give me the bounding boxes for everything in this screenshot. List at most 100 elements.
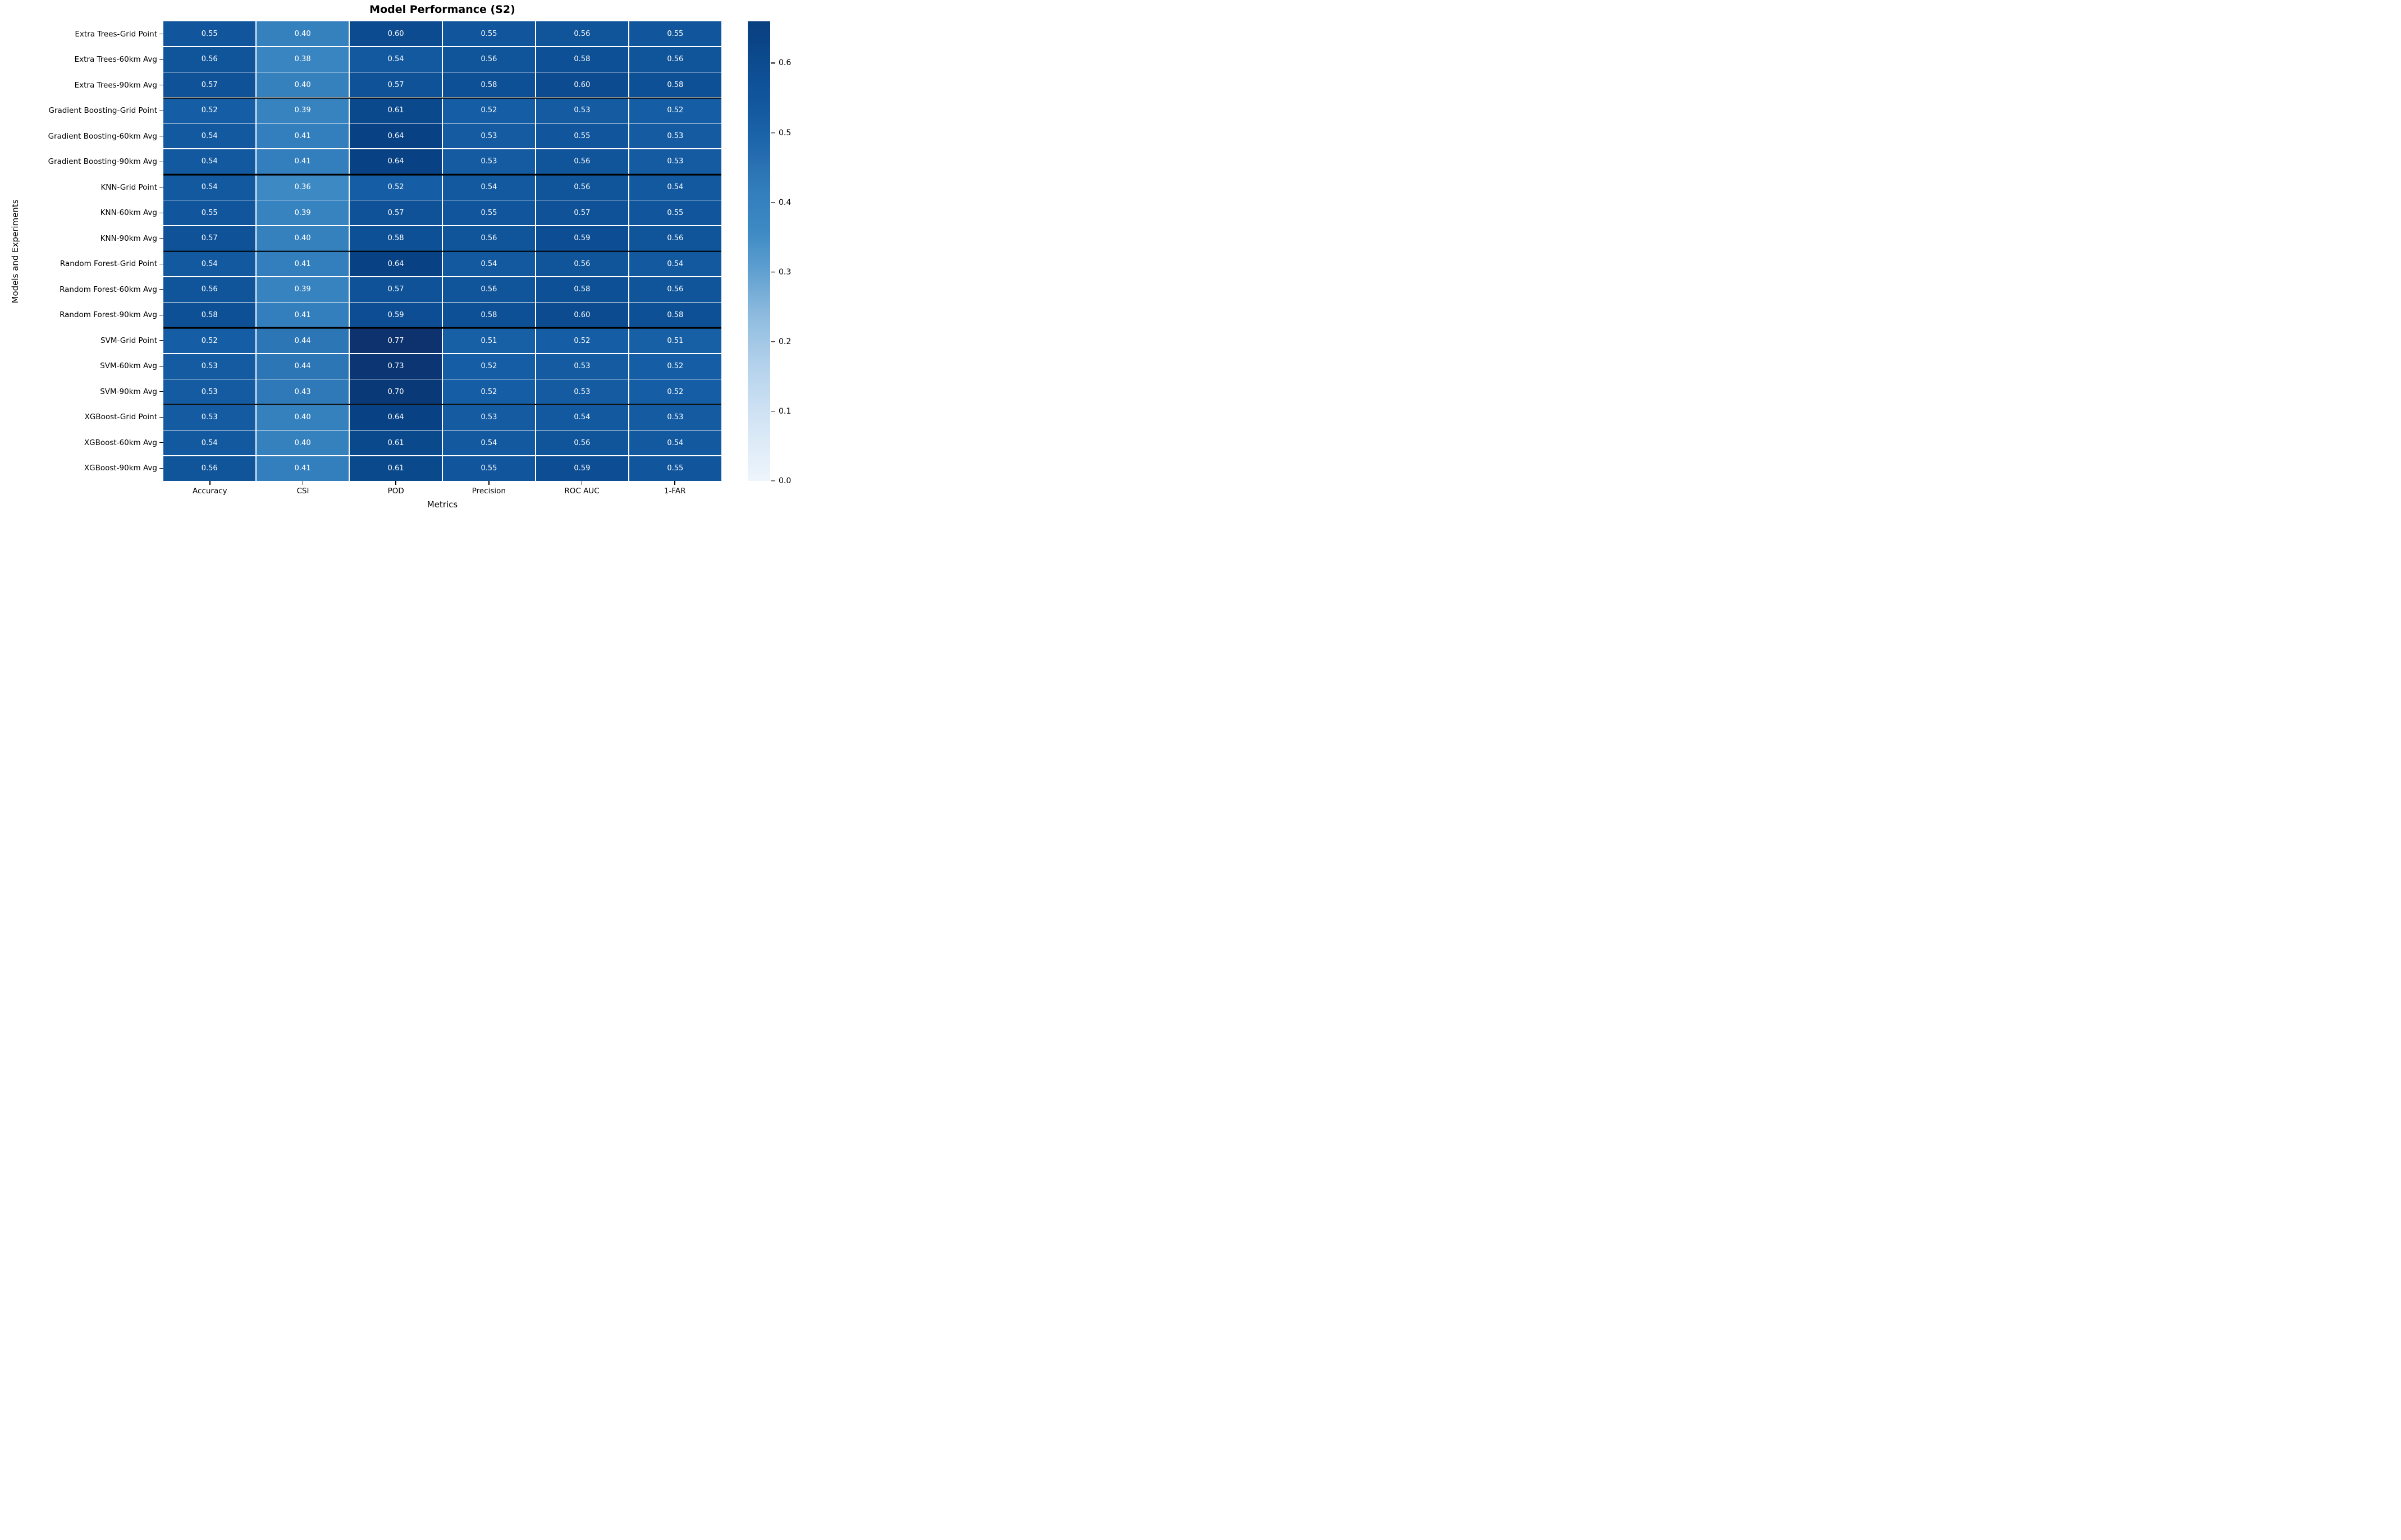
heatmap-cell: 0.56 [536,251,629,277]
heatmap-cell: 0.44 [256,328,349,354]
y-tick-label: KNN-Grid Point [0,175,163,200]
heatmap-cell: 0.56 [163,47,256,72]
heatmap-cell: 0.55 [536,123,629,149]
colorbar-tick-mark [771,132,775,134]
heatmap-cell: 0.60 [536,302,629,328]
group-separator-line [163,250,721,252]
heatmap-cell: 0.64 [349,251,442,277]
heatmap-cell: 0.57 [349,277,442,302]
heatmap-cell: 0.57 [163,226,256,251]
heatmap-cell: 0.54 [163,175,256,200]
colorbar-tick-label: 0.4 [779,198,792,207]
y-tick-text: XGBoost-60km Avg [84,438,157,447]
heatmap-cell: 0.57 [349,72,442,98]
group-separator-line [163,97,721,99]
heatmap-cell: 0.51 [442,328,536,354]
heatmap-cell: 0.40 [256,405,349,430]
y-tick-mark [159,416,163,418]
y-tick-label: SVM-Grid Point [0,328,163,354]
y-tick-label: SVM-90km Avg [0,379,163,405]
y-tick-text: KNN-90km Avg [100,233,157,243]
heatmap-cell: 0.53 [629,405,721,430]
heatmap-cell: 0.61 [349,98,442,123]
heatmap-cell: 0.40 [256,72,349,98]
x-tick-text: Precision [472,487,506,496]
heatmap-cell: 0.70 [349,379,442,405]
y-tick-text: XGBoost-90km Avg [84,464,157,473]
heatmap-cell: 0.36 [256,175,349,200]
heatmap-cell: 0.56 [629,277,721,302]
heatmap-cell: 0.54 [163,251,256,277]
x-axis-labels: Accuracy CSI POD Precision ROC AUC 1-FAR [163,481,721,496]
y-tick-label: Extra Trees-60km Avg [0,47,163,73]
y-tick-text: KNN-Grid Point [100,182,157,192]
heatmap-cell: 0.56 [163,277,256,302]
heatmap-cell: 0.55 [442,456,536,481]
y-tick-mark [159,442,163,443]
y-tick-mark [159,238,163,239]
y-tick-label: XGBoost-60km Avg [0,430,163,456]
heatmap-cell: 0.58 [536,47,629,72]
heatmap-cell: 0.38 [256,47,349,72]
heatmap-cell: 0.56 [442,277,536,302]
heatmap-cell: 0.53 [629,123,721,149]
y-tick-mark [159,289,163,290]
y-tick-text: Extra Trees-Grid Point [75,29,157,39]
heatmap-cell: 0.41 [256,302,349,328]
heatmap-cell: 0.59 [536,226,629,251]
heatmap-cell: 0.53 [163,405,256,430]
heatmap-cell: 0.55 [442,200,536,226]
x-tick-label: ROC AUC [536,481,629,496]
heatmap-cell: 0.52 [442,379,536,405]
heatmap-cell: 0.55 [163,21,256,47]
heatmap-cell: 0.64 [349,149,442,174]
heatmap-cell: 0.39 [256,277,349,302]
heatmap-cell: 0.73 [349,354,442,379]
heatmap-cell: 0.54 [442,175,536,200]
heatmap-cell: 0.57 [536,200,629,226]
heatmap-cell: 0.58 [442,302,536,328]
heatmap-cell: 0.51 [629,328,721,354]
heatmap-cell: 0.53 [442,123,536,149]
x-tick-text: Accuracy [193,487,227,496]
x-tick-text: CSI [296,487,309,496]
x-tick-mark [674,481,675,485]
heatmap-cell: 0.53 [163,354,256,379]
heatmap-cell: 0.41 [256,456,349,481]
y-tick-label: Random Forest-Grid Point [0,251,163,277]
heatmap-cell: 0.54 [536,405,629,430]
heatmap-cell: 0.77 [349,328,442,354]
heatmap-cell: 0.60 [349,21,442,47]
heatmap-cell: 0.39 [256,98,349,123]
heatmap-cell: 0.57 [163,72,256,98]
colorbar-tick-mark [771,480,775,482]
y-tick-text: Extra Trees-90km Avg [74,80,157,90]
heatmap-cell: 0.53 [536,379,629,405]
heatmap-cell: 0.53 [442,405,536,430]
heatmap-cell: 0.41 [256,123,349,149]
colorbar-tick-mark [771,341,775,342]
y-axis-labels: Extra Trees-Grid Point Extra Trees-60km A… [0,21,163,481]
heatmap-cell: 0.56 [629,47,721,72]
colorbar-tick-mark [771,201,775,203]
heatmap-cell: 0.54 [629,175,721,200]
heatmap-cell: 0.61 [349,456,442,481]
x-tick-label: Accuracy [163,481,257,496]
heatmap-cell: 0.56 [536,430,629,456]
colorbar: 0.0 0.1 0.2 0.3 0.4 0.5 0.6 [748,21,801,485]
heatmap-cell: 0.40 [256,226,349,251]
heatmap-cell: 0.64 [349,405,442,430]
heatmap-cell: 0.54 [349,47,442,72]
heatmap-cell: 0.55 [629,21,721,47]
y-tick-label: XGBoost-90km Avg [0,456,163,482]
y-tick-label: Random Forest-90km Avg [0,302,163,328]
y-tick-label: SVM-60km Avg [0,354,163,379]
heatmap-cell: 0.64 [349,123,442,149]
heatmap-cell: 0.44 [256,354,349,379]
heatmap-cell: 0.53 [536,98,629,123]
y-tick-text: Random Forest-Grid Point [60,259,157,269]
colorbar-gradient [748,21,770,481]
x-tick-mark [395,481,396,485]
x-tick-label: POD [349,481,442,496]
y-tick-text: Random Forest-90km Avg [60,310,157,320]
